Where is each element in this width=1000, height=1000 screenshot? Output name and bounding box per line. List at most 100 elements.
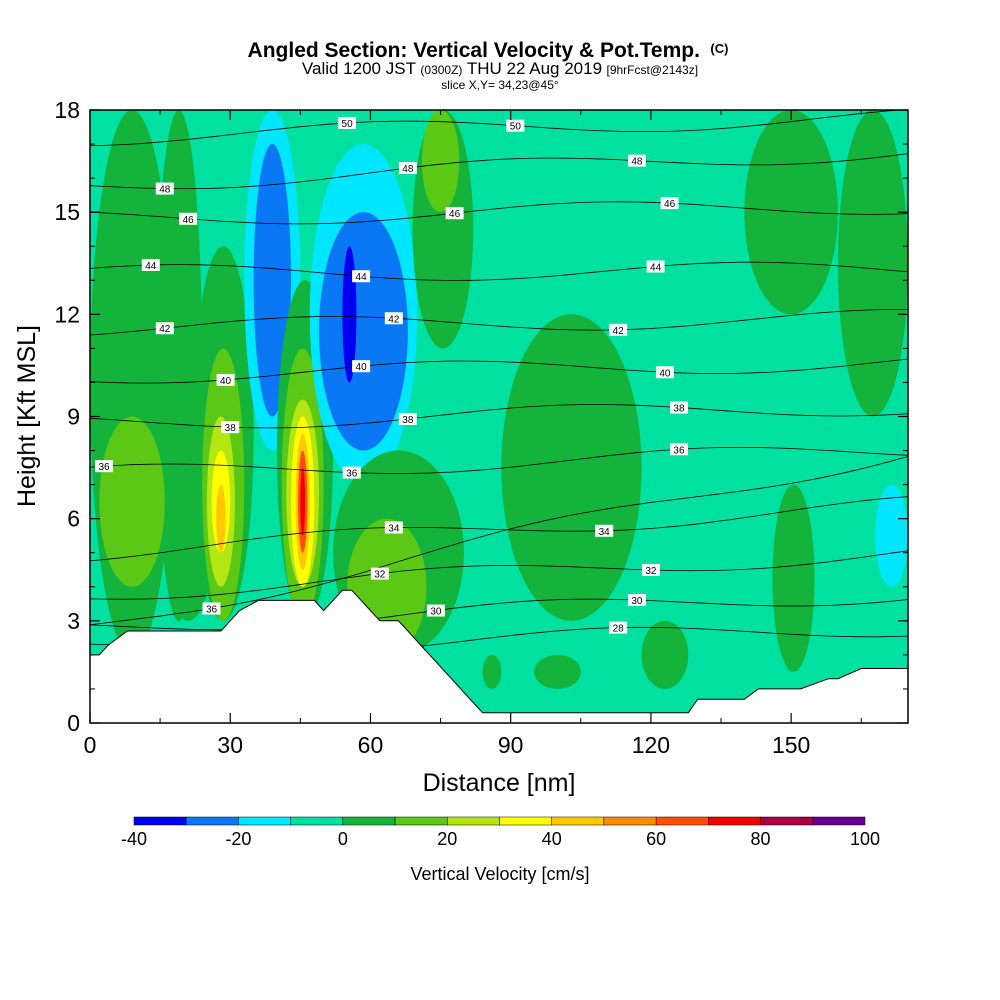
colorbar-swatch <box>655 816 709 826</box>
theta-label-text: 36 <box>673 445 685 456</box>
colorbar-tick-label: -40 <box>121 829 147 849</box>
theta-label-bg <box>216 373 235 386</box>
colorbar-swatch <box>394 816 448 826</box>
valid-fcst: [9hrFcst@2143z] <box>607 63 699 77</box>
theta-label-text: 40 <box>220 376 232 387</box>
theta-label-bg <box>141 259 160 272</box>
colorbar-swatch <box>238 816 291 826</box>
colorbar-tick-label: 60 <box>646 829 666 849</box>
theta-label-bg <box>398 162 417 175</box>
theta-label: 34 <box>595 524 614 538</box>
colorbar-label: Vertical Velocity [cm/s] <box>410 864 589 884</box>
theta-label-text: 46 <box>183 215 195 226</box>
colorbar-swatch <box>133 816 187 826</box>
colorbar-tick-label: 100 <box>850 829 880 849</box>
theta-label: 38 <box>221 421 240 434</box>
theta-label: 44 <box>141 259 160 272</box>
y-tick-label: 15 <box>54 199 80 225</box>
theta-label-bg <box>595 524 614 537</box>
theta-label-text: 34 <box>599 527 611 538</box>
theta-label-text: 48 <box>631 157 643 168</box>
theta-label-bg <box>627 154 646 167</box>
theta-label-bg <box>646 260 665 273</box>
theta-label-text: 42 <box>388 314 400 325</box>
theta-label-bg <box>609 621 628 634</box>
x-tick-label: 60 <box>358 732 384 758</box>
theta-label: 36 <box>95 460 114 473</box>
theta-label-bg <box>660 197 679 210</box>
theta-label: 38 <box>669 401 688 415</box>
theta-label: 36 <box>342 466 361 480</box>
chart-title-suffix: (C) <box>710 41 728 56</box>
theta-label: 42 <box>609 323 628 337</box>
theta-label-bg <box>95 460 114 473</box>
theta-label-text: 36 <box>346 469 358 480</box>
theta-label: 48 <box>398 162 417 175</box>
theta-label-text: 36 <box>98 462 110 473</box>
theta-label-text: 44 <box>650 262 662 273</box>
theta-label-text: 32 <box>374 570 386 581</box>
y-axis-label: Height [Kft MSL] <box>13 325 41 507</box>
theta-label: 40 <box>655 366 674 379</box>
x-tick-label: 150 <box>772 732 810 758</box>
colorbar-swatch <box>447 816 500 826</box>
velocity-cell <box>744 110 838 315</box>
velocity-cell <box>421 110 460 213</box>
theta-label: 28 <box>609 621 628 635</box>
theta-label-bg <box>609 323 628 336</box>
theta-label-text: 42 <box>159 324 171 335</box>
colorbar-tick-label: -20 <box>225 829 251 849</box>
y-tick-label: 6 <box>67 506 80 532</box>
theta-label-text: 40 <box>356 362 368 373</box>
colorbar-tick-label: 80 <box>751 829 771 849</box>
colorbar-swatch <box>342 816 396 826</box>
theta-label-text: 40 <box>659 368 671 379</box>
theta-label-text: 38 <box>673 404 685 415</box>
velocity-cell <box>501 314 642 621</box>
velocity-cell <box>253 144 291 417</box>
terrain-shape <box>90 589 908 723</box>
velocity-cell <box>641 620 689 689</box>
theta-label: 34 <box>384 521 403 534</box>
theta-label: 46 <box>179 212 198 226</box>
theta-label: 38 <box>398 412 417 426</box>
theta-label-bg <box>655 366 674 379</box>
theta-label-bg <box>352 360 371 373</box>
chart-subtitle: Valid 1200 JST (0300Z) THU 22 Aug 2019 [… <box>302 59 698 78</box>
x-axis-label: Distance [nm] <box>423 769 576 797</box>
theta-label-layer: 28 30 30 32 32 34 34 36 36 38 38 38 40 40 40 42 42 42 44 44… <box>95 116 688 635</box>
theta-contour <box>90 550 908 600</box>
colorbar: -40 -20 0 20 40 60 80 100 <box>121 816 880 849</box>
theta-label-bg <box>506 119 525 132</box>
chart-title-main: Angled Section: Vertical Velocity & Pot.… <box>248 39 700 62</box>
theta-label-text: 36 <box>206 604 218 615</box>
theta-label-bg <box>155 182 174 195</box>
theta-label-bg <box>370 567 389 580</box>
theta-label-bg <box>384 312 403 325</box>
velocity-cell <box>319 212 408 451</box>
theta-label: 50 <box>506 119 525 133</box>
colorbar-tick-label: 0 <box>338 829 348 849</box>
y-tick-label: 3 <box>67 608 80 634</box>
slice-caption: slice X,Y= 34,23@45° <box>441 78 559 92</box>
colorbar-swatch <box>812 816 866 826</box>
y-tick-label: 9 <box>67 404 80 430</box>
theta-label: 40 <box>352 360 371 373</box>
y-tick-label: 12 <box>54 301 80 327</box>
theta-label: 32 <box>641 563 660 577</box>
colorbar-swatch <box>708 816 761 826</box>
theta-label-text: 50 <box>342 119 354 130</box>
theta-label: 44 <box>352 270 371 283</box>
theta-label-bg <box>155 322 174 335</box>
y-tick-label: 0 <box>67 710 80 736</box>
colorbar-swatch <box>551 816 605 826</box>
theta-contour <box>90 496 908 562</box>
theta-contour <box>90 201 908 225</box>
theta-label: 30 <box>426 604 445 618</box>
x-tick-label: 0 <box>84 732 97 758</box>
x-tick-label: 120 <box>632 732 670 758</box>
theta-label-bg <box>202 602 221 615</box>
x-tick-label: 30 <box>217 732 243 758</box>
valid-utc: (0300Z) <box>420 63 462 77</box>
